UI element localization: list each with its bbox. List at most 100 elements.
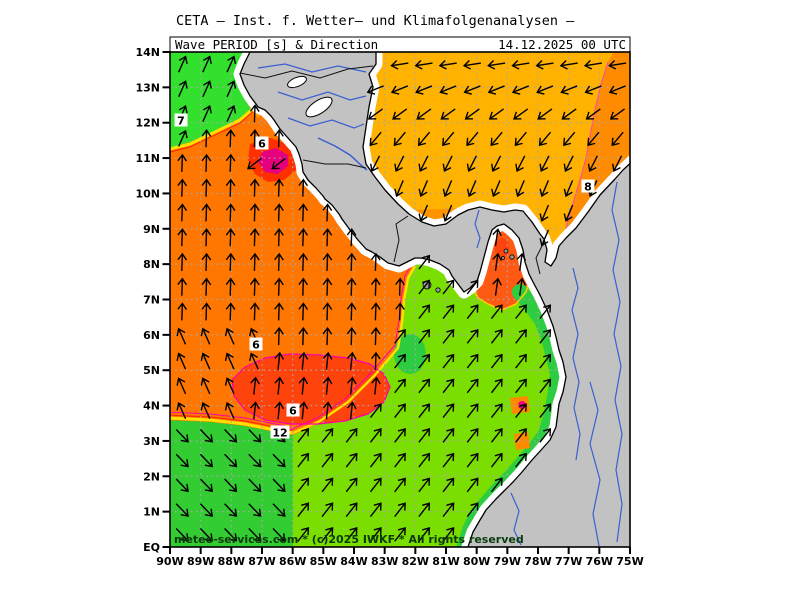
wave-arrow (248, 453, 262, 468)
wave-arrow (511, 85, 530, 95)
wave-arrow (249, 352, 259, 370)
wave-arrow (224, 327, 235, 345)
wave-arrow (298, 302, 309, 321)
contour-label-box (249, 337, 263, 351)
wave-arrow (298, 351, 309, 370)
wave-arrow (414, 60, 433, 70)
wave-arrow (249, 277, 260, 296)
wave-arrow (442, 403, 455, 419)
wave-arrow (202, 80, 212, 98)
map-title: CETA – Inst. f. Wetter– und Klimafolgena… (176, 13, 575, 29)
river (287, 117, 365, 129)
wave-arrow (274, 277, 284, 296)
wave-arrow (466, 427, 479, 443)
wave-arrow (202, 105, 212, 122)
wave-arrow (466, 502, 479, 518)
wave-arrow (539, 328, 552, 344)
wave-arrow (539, 304, 552, 320)
wave-arrow (466, 180, 477, 198)
lat-label: 7N (143, 293, 160, 306)
wave-arrow (175, 453, 189, 468)
wave-arrow (442, 155, 453, 173)
wave-arrow (418, 180, 429, 198)
wave-arrow (248, 428, 262, 443)
wave-arrow (248, 478, 262, 493)
contour-label-box (286, 403, 300, 417)
wave-arrow (442, 526, 455, 542)
lat-label: EQ (143, 541, 160, 554)
wave-arrow (395, 302, 405, 321)
river (510, 492, 522, 546)
lat-label: 9N (143, 223, 160, 236)
wave-arrow (418, 304, 431, 320)
wave-arrow (175, 478, 189, 493)
wave-arrow (515, 304, 527, 320)
wave-arrow (511, 60, 530, 70)
wave-arrow (538, 131, 552, 147)
wave-arrow (178, 129, 188, 147)
wave-arrow (394, 427, 406, 443)
wave-arrow (537, 108, 553, 120)
wave-arrow (583, 60, 603, 70)
contour-label-6: 6 (286, 403, 300, 418)
wave-arrow (516, 277, 527, 296)
wave-arrow (346, 401, 357, 420)
wave-arrow (369, 403, 382, 419)
wave-arrow (200, 402, 211, 419)
wave-arrow (225, 252, 236, 271)
wave-arrow (225, 228, 236, 247)
wave-arrow (492, 277, 502, 296)
lon-label: 90W (156, 555, 183, 568)
border-costarica-panama (393, 215, 409, 263)
lat-label: 1N (143, 506, 160, 519)
lon-label: 75W (616, 555, 643, 568)
pearl-island-1 (503, 248, 509, 254)
colombia-hotspot-2 (514, 432, 530, 450)
wave-arrow (418, 353, 431, 369)
contour-label-6: 6 (249, 337, 263, 352)
wave-arrow (249, 228, 260, 247)
wave-arrow (271, 157, 287, 170)
wave-arrow (297, 452, 310, 468)
wave-arrow (394, 328, 406, 344)
wave-arrow (394, 403, 406, 419)
wave-arrow (298, 401, 309, 420)
wave-arrow (587, 131, 600, 147)
lake-nicaragua (305, 96, 333, 118)
wave-arrow (176, 377, 187, 395)
wave-arrow (466, 304, 479, 320)
wave-arrow (322, 302, 333, 321)
wave-arrow (274, 203, 284, 222)
wave-arrow (416, 108, 432, 120)
wave-arrow (199, 478, 214, 493)
wave-arrow (539, 353, 552, 369)
wave-arrow (176, 352, 187, 370)
contour-label-value: 8 (584, 181, 592, 194)
wave-arrow (463, 85, 481, 95)
wave-arrow (346, 252, 357, 271)
wave-arrow (442, 477, 455, 493)
wave-arrow (177, 203, 188, 222)
contour-label-box (270, 425, 290, 439)
wave-arrow (177, 228, 188, 247)
wave-arrow (442, 353, 455, 369)
parameter-label: Wave_PERIOD_[s]_&_Direction (175, 37, 378, 52)
wave-arrow (516, 252, 527, 271)
wave-arrow (561, 108, 577, 120)
wave-arrow (249, 252, 260, 271)
wave-arrow (513, 108, 529, 120)
wave-arrow (298, 178, 309, 197)
wave-arrow (466, 403, 479, 419)
lat-label: 2N (143, 470, 160, 483)
wave-arrow (322, 401, 333, 420)
wave-arrow (418, 155, 429, 173)
region-caribbean-dark-strip (563, 52, 630, 242)
wave-arrow (563, 155, 574, 173)
lat-label: 8N (143, 258, 160, 271)
wave-arrow (563, 204, 574, 222)
wave-arrow (274, 376, 285, 395)
wave-arrow (322, 277, 333, 296)
wave-arrow (515, 328, 527, 344)
